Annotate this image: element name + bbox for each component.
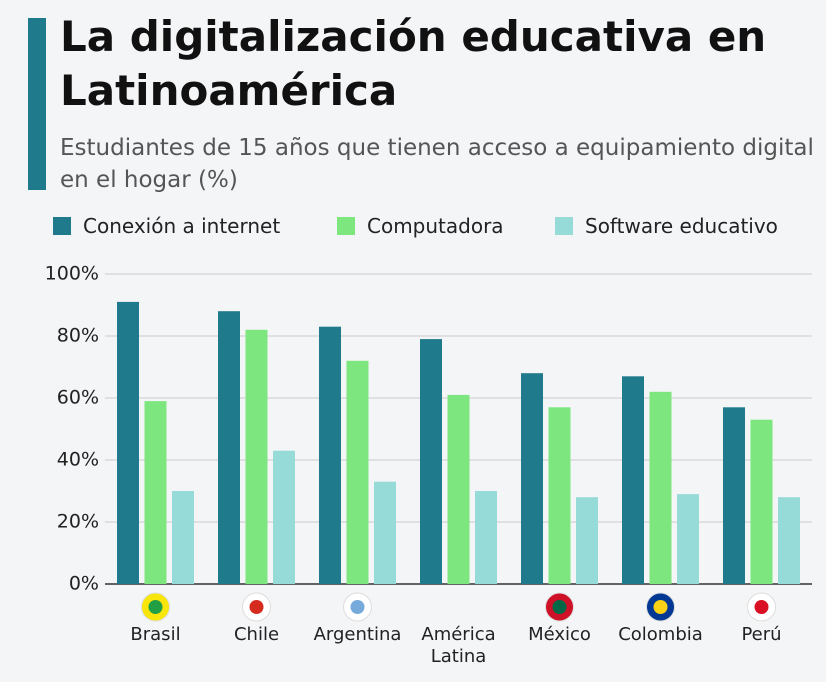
bar xyxy=(117,301,139,584)
legend-swatch xyxy=(555,217,573,235)
flag-icon-inner xyxy=(552,600,567,614)
y-tick-label: 0% xyxy=(69,573,99,595)
legend-item: Computadora xyxy=(337,212,504,240)
legend-item: Conexión a internet xyxy=(53,212,280,240)
bar xyxy=(649,391,672,584)
bar xyxy=(319,326,341,584)
y-tick-label: 60% xyxy=(57,387,99,409)
y-tick-label: 80% xyxy=(57,325,99,347)
legend-swatch xyxy=(337,217,355,235)
bar xyxy=(723,407,745,584)
x-tick-label: Brasil xyxy=(130,624,181,645)
bar xyxy=(273,450,295,584)
chart-subtitle: Estudiantes de 15 años que tienen acceso… xyxy=(60,135,814,193)
bar xyxy=(447,394,470,584)
bar xyxy=(750,419,773,584)
chart-title: La digitalización educativa en Latinoamé… xyxy=(60,12,767,115)
bar xyxy=(245,329,268,584)
bar xyxy=(346,360,369,584)
y-tick-label: 20% xyxy=(57,511,99,533)
legend-swatch xyxy=(53,217,71,235)
bar xyxy=(548,407,571,584)
flag-icon-inner xyxy=(754,600,769,614)
x-tick-label: Perú xyxy=(741,624,782,645)
flag-icon-inner xyxy=(148,600,163,614)
bar xyxy=(172,491,194,584)
x-tick-label: Colombia xyxy=(618,624,703,645)
bar xyxy=(778,497,800,584)
bar xyxy=(144,401,167,584)
x-tick-label: Argentina xyxy=(313,624,402,645)
bar xyxy=(374,481,396,584)
bar xyxy=(576,497,598,584)
accent-bar xyxy=(28,18,46,190)
flag-icon-inner xyxy=(350,600,365,614)
legend-item: Software educativo xyxy=(555,212,778,240)
x-tick-label: Chile xyxy=(233,624,280,645)
bar xyxy=(677,494,699,584)
x-tick-label: México xyxy=(528,624,591,645)
bar xyxy=(218,311,240,584)
y-tick-label: 100% xyxy=(45,263,99,285)
flag-icon-inner xyxy=(249,600,264,614)
bar xyxy=(521,373,543,584)
bar xyxy=(475,491,497,584)
x-tick-label: América Latina xyxy=(421,624,496,667)
y-tick-label: 40% xyxy=(57,449,99,471)
bar xyxy=(420,339,442,584)
bar xyxy=(622,376,644,584)
flag-icon-inner xyxy=(653,600,668,614)
